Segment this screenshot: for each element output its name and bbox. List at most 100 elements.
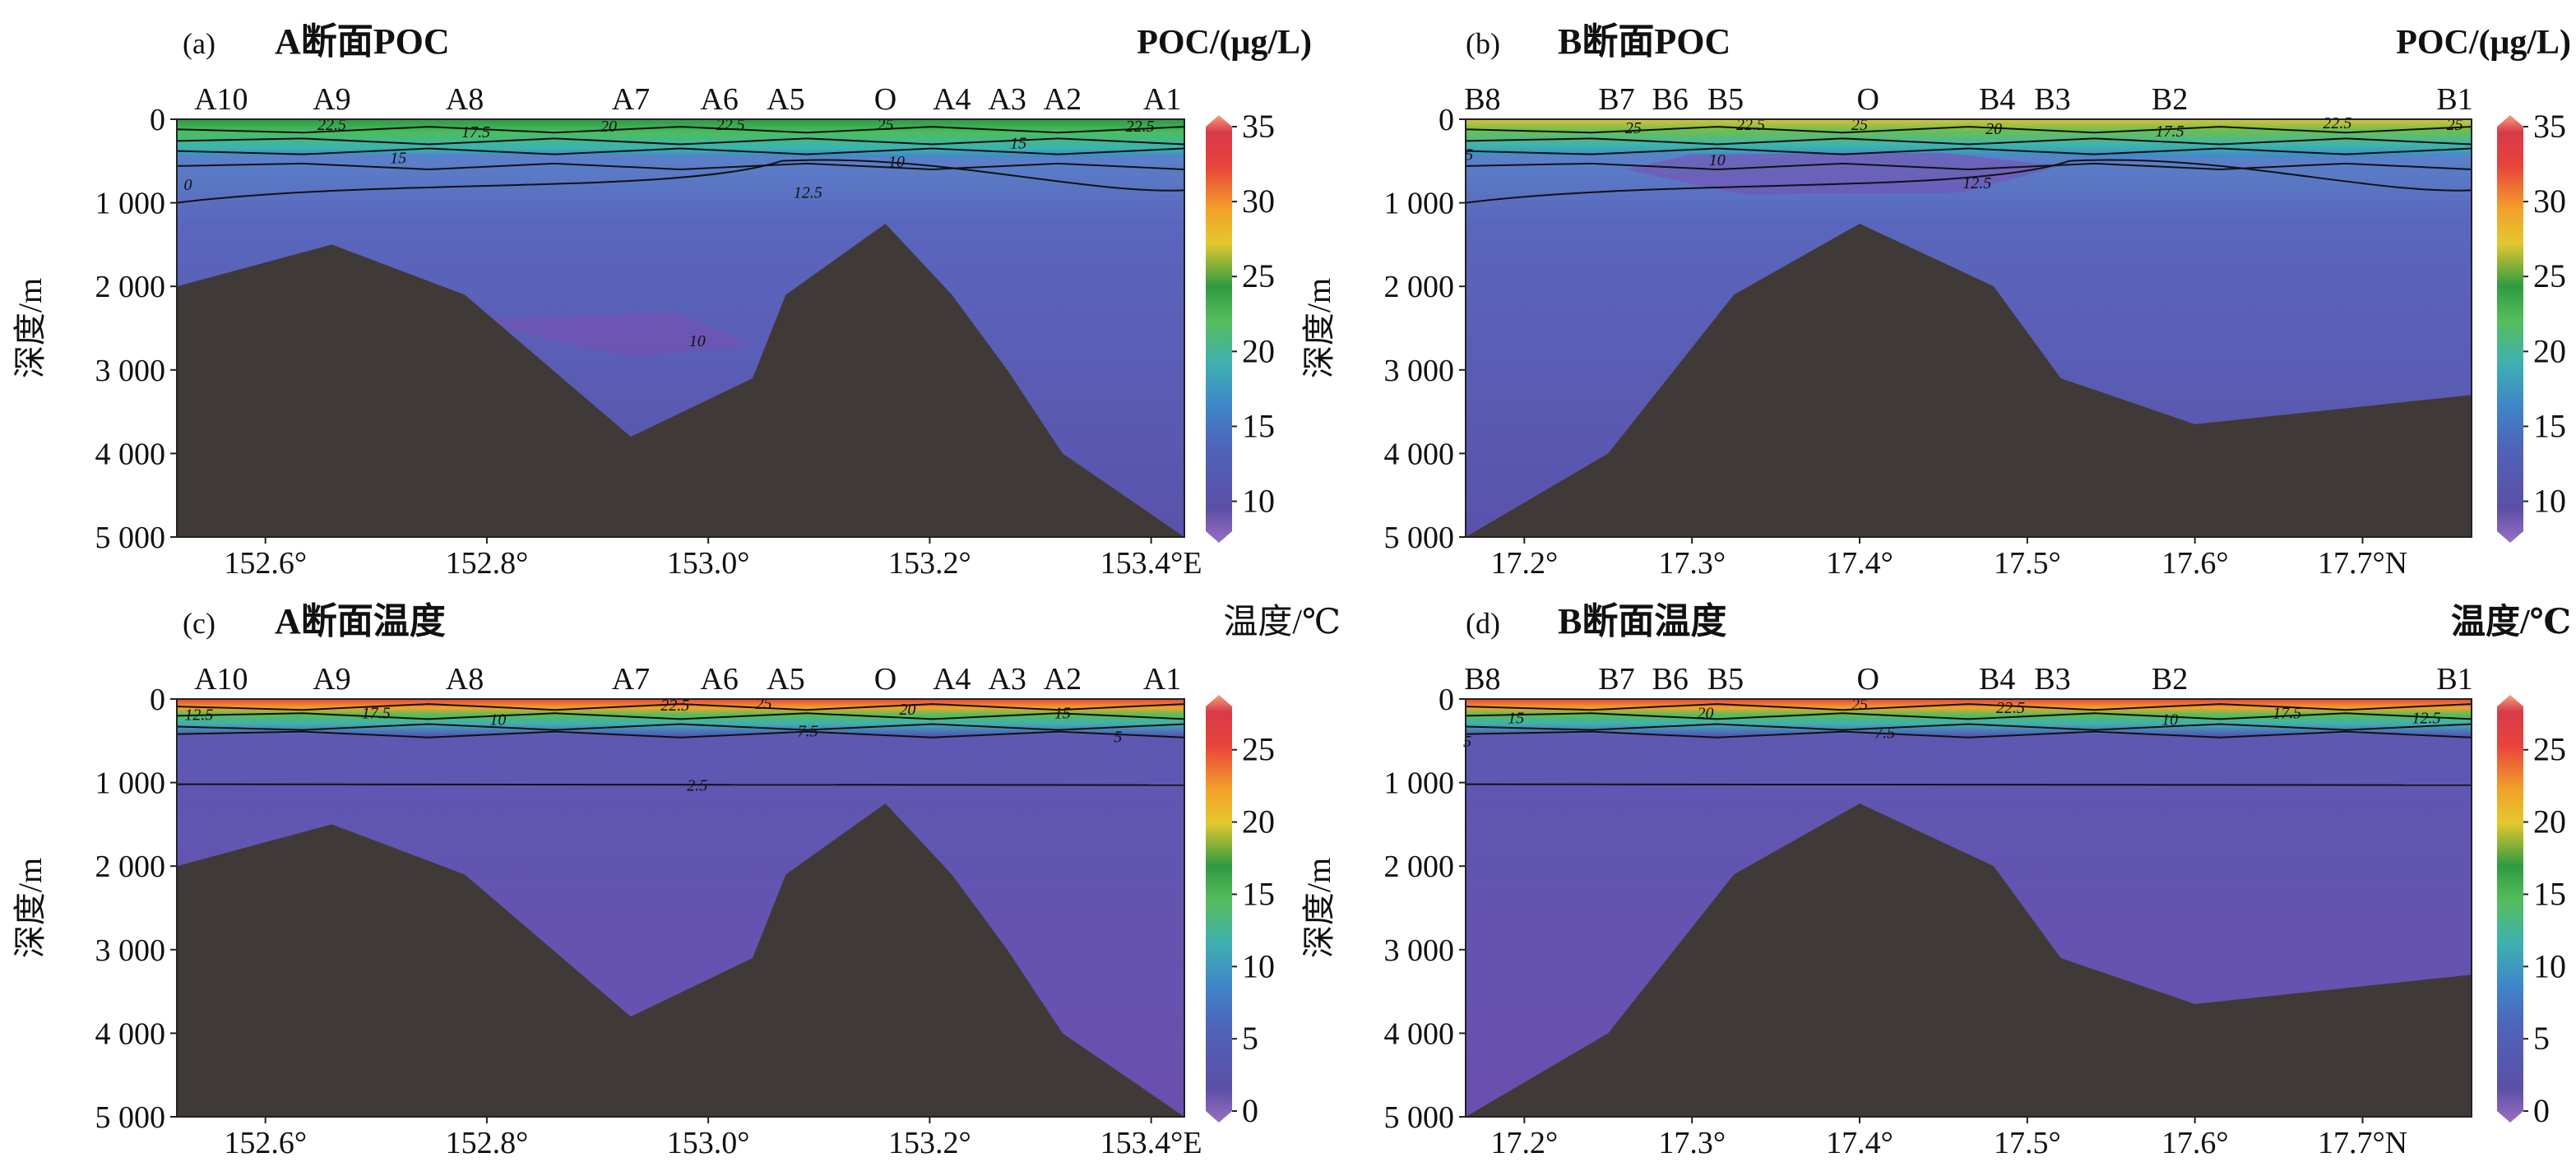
contour-line: [1465, 159, 2472, 204]
station-label-o: O: [874, 82, 897, 117]
contour-label: 12.5: [184, 706, 213, 724]
contour-line: [1465, 147, 2472, 155]
y-tick-label: 5 000: [95, 521, 166, 555]
y-tick-label: 3 000: [95, 354, 166, 388]
x-tick-label: 153.0°: [667, 1126, 750, 1160]
station-label-a8: A8: [446, 662, 484, 697]
panel-a: 22.5 17.5 20 22.5 25 22.5 15 15 10 12.5 0 10 0 1 000 2…: [12, 21, 1312, 581]
x-tick-label: 17.4°: [1826, 546, 1893, 581]
contour-label: 22.5: [716, 116, 745, 134]
panel-b: 25 22.5 25 20 17.5 22.5 25 5 10 12.5 0 1 000 2 000 3 …: [1300, 21, 2571, 581]
station-label-a7: A7: [612, 662, 650, 697]
x-tick-label: 152.8°: [446, 1126, 529, 1160]
colorbar-tick-label: 0: [1242, 1092, 1258, 1129]
x-tick-label: 17.7°N: [2318, 546, 2407, 581]
contour-line: [176, 712, 1185, 720]
contour-label: 17.5: [362, 704, 391, 722]
colorbar-tick-label: 25: [2533, 257, 2566, 294]
contour-label: 15: [1054, 704, 1071, 722]
station-label-b2: B2: [2152, 82, 2188, 117]
station-label-o: O: [874, 662, 897, 697]
y-tick-label: 1 000: [95, 187, 166, 221]
x-tick-label: 17.2°: [1490, 546, 1558, 581]
colorbar: [2497, 115, 2523, 543]
contour-line: [1465, 730, 2472, 738]
station-label-o: O: [1856, 662, 1879, 697]
station-label-a1: A1: [1143, 662, 1181, 697]
low-value-patch: [465, 311, 753, 358]
station-label-a8: A8: [446, 82, 484, 117]
contour-label: 12.5: [794, 183, 822, 201]
station-label-a4: A4: [933, 82, 971, 117]
y-tick-label: 5 000: [95, 1100, 166, 1135]
station-label-b3: B3: [2034, 82, 2070, 117]
plot-frame: [176, 698, 1185, 1118]
contour-line: [176, 159, 1185, 204]
station-label-a6: A6: [700, 662, 738, 697]
contour-line: [176, 703, 1185, 711]
seafloor: [177, 224, 1184, 537]
station-label-a5: A5: [767, 82, 804, 117]
colorbar-label: POC/(μg/L): [1137, 24, 1312, 62]
colorbar-tick-label: 5: [2533, 1020, 2550, 1057]
contour-line: [1465, 723, 2472, 731]
y-tick-label: 2 000: [1384, 850, 1455, 884]
contour-label: 7.5: [1874, 725, 1895, 743]
station-label-b8: B8: [1464, 662, 1500, 697]
x-tick-label: 153.2°: [888, 546, 971, 581]
contour-label: 20: [899, 701, 915, 719]
station-label-b5: B5: [1707, 662, 1744, 697]
plot-frame: [1465, 118, 2472, 538]
x-tick-label: 17.6°: [2161, 1126, 2229, 1160]
station-label-b5: B5: [1707, 82, 1744, 117]
contour-label: 10: [888, 153, 905, 171]
panel-title: B断面温度: [1558, 601, 1726, 641]
contour-line: [1465, 712, 2472, 720]
contour-label: 25: [1625, 119, 1642, 137]
colorbar-label: 温度/℃: [2451, 603, 2571, 641]
contour-label: 22.5: [660, 697, 689, 715]
colorbar-tick-label: 10: [2533, 947, 2566, 984]
station-label-a2: A2: [1044, 82, 1082, 117]
station-label-b4: B4: [1979, 662, 2015, 697]
station-label-o: O: [1856, 82, 1879, 117]
colorbar-tick-label: 0: [2533, 1092, 2550, 1129]
x-tick-label: 17.5°: [1994, 546, 2061, 581]
station-label-b2: B2: [2152, 662, 2188, 697]
x-tick-label: 153.4°E: [1100, 546, 1202, 581]
station-label-b4: B4: [1979, 82, 2015, 117]
colorbar-tick-label: 20: [1242, 803, 1275, 840]
contour-label: 5: [1465, 146, 1473, 164]
y-tick-label: 5 000: [1384, 521, 1455, 555]
x-tick-label: 17.3°: [1658, 1126, 1726, 1160]
colorbar: [1206, 115, 1232, 543]
contour-label: 20: [600, 118, 617, 136]
y-tick-label: 3 000: [1384, 933, 1455, 968]
contour-label: 25: [1851, 116, 1868, 134]
contour-label: 0: [183, 176, 192, 194]
contour-label: 25: [1851, 696, 1868, 714]
station-label-a7: A7: [612, 82, 650, 117]
contour-label: 15: [1010, 134, 1026, 152]
contour-label: 12.5: [1962, 174, 1991, 192]
station-label-b1: B1: [2436, 662, 2472, 697]
contour-label: 12.5: [2412, 709, 2440, 727]
y-axis-label: 深度/m: [12, 858, 49, 958]
contour-label: 25: [2447, 116, 2463, 134]
contour-line: [176, 137, 1185, 146]
y-tick-label: 2 000: [95, 850, 166, 884]
colorbar-tick-label: 15: [1242, 407, 1275, 444]
contour-line: [176, 147, 1185, 155]
y-tick-label: 4 000: [95, 1016, 166, 1051]
y-tick-label: 4 000: [1384, 437, 1455, 471]
station-label-b7: B7: [1598, 662, 1634, 697]
contour-line: [1465, 703, 2472, 711]
y-tick-label: 0: [150, 103, 165, 137]
colorbar-tick-label: 15: [2533, 407, 2566, 444]
contour-label: 22.5: [317, 116, 346, 134]
colorbar-tick-label: 35: [1242, 108, 1275, 145]
colorbar-tick-label: 35: [2533, 108, 2566, 145]
contour-line: [176, 730, 1185, 738]
